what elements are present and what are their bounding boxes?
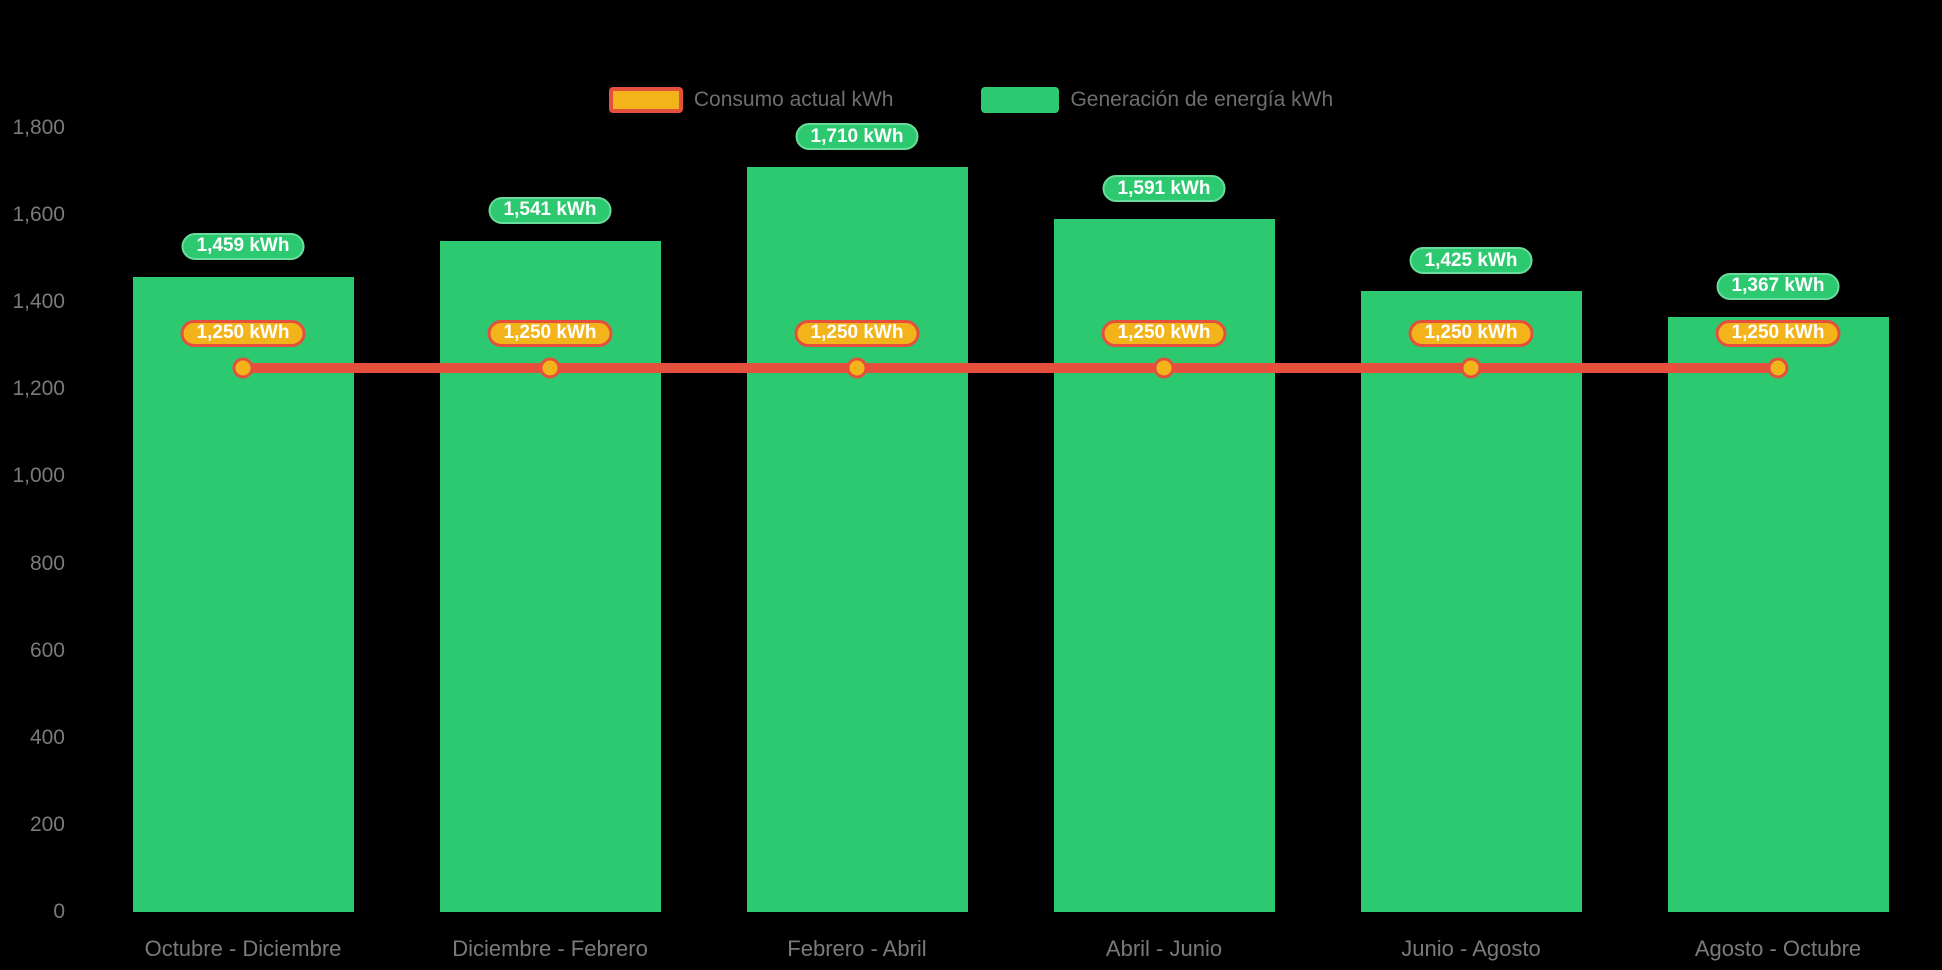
y-axis-tick-label: 600	[29, 638, 65, 662]
x-axis-category-label: Diciembre - Febrero	[452, 936, 648, 961]
generation-value-pill: 1,591 kWh	[1102, 175, 1226, 203]
y-axis-tick-label: 800	[29, 551, 65, 575]
consumption-point-marker[interactable]	[539, 357, 561, 379]
x-axis-category-label: Agosto - Octubre	[1694, 936, 1862, 961]
y-axis-tick-label: 200	[29, 812, 65, 836]
consumption-value-pill: 1,250 kWh	[1101, 319, 1227, 347]
generation-value-pill: 1,425 kWh	[1409, 247, 1533, 275]
y-axis-tick-label: 1,800	[12, 116, 65, 139]
consumption-value-pill: 1,250 kWh	[794, 319, 920, 347]
generation-bar[interactable]	[1360, 291, 1582, 912]
legend-item-generacion[interactable]: Generación de energía kWh	[981, 87, 1333, 113]
generation-value-pill: 1,710 kWh	[795, 123, 919, 151]
legend-label-consumo: Consumo actual kWh	[693, 88, 894, 111]
legend-item-consumo[interactable]: Consumo actual kWh	[608, 87, 894, 113]
consumption-point-marker[interactable]	[1767, 357, 1789, 379]
x-axis-category-label: Octubre - Diciembre	[144, 936, 342, 961]
legend-label-generacion: Generación de energía kWh	[1070, 88, 1334, 111]
consumption-value-pill: 1,250 kWh	[180, 319, 306, 347]
legend-swatch-generacion-icon	[981, 87, 1060, 113]
generation-value-pill: 1,459 kWh	[181, 232, 305, 260]
generation-bar[interactable]	[132, 276, 354, 912]
y-axis-tick-label: 1,600	[12, 203, 65, 227]
x-axis-category-label: Abril - Junio	[1105, 936, 1223, 961]
legend-swatch-consumo-icon	[608, 87, 683, 113]
generation-value-pill: 1,541 kWh	[488, 196, 612, 224]
consumption-point-marker[interactable]	[1460, 357, 1482, 379]
generation-bar[interactable]	[746, 167, 968, 912]
generation-bar[interactable]	[1667, 316, 1889, 912]
generation-bar[interactable]	[439, 240, 661, 912]
consumption-value-pill: 1,250 kWh	[487, 319, 613, 347]
consumption-point-marker[interactable]	[1153, 357, 1175, 379]
y-axis-tick-label: 400	[29, 725, 65, 749]
x-axis-category-label: Junio - Agosto	[1401, 936, 1541, 961]
legend: Consumo actual kWh Generación de energía…	[0, 87, 1942, 113]
y-axis: 1,800 1,600 1,400 1,200 1,000 800 600 400 200 0	[0, 0, 65, 970]
consumption-value-pill: 1,250 kWh	[1408, 319, 1534, 347]
consumption-point-marker[interactable]	[846, 357, 868, 379]
y-axis-tick-label: 1,000	[12, 464, 65, 488]
consumption-value-pill: 1,250 kWh	[1715, 319, 1841, 347]
x-axis-category-label: Febrero - Abril	[787, 936, 927, 961]
consumption-line[interactable]	[243, 362, 1778, 373]
generation-value-pill: 1,367 kWh	[1716, 272, 1840, 300]
y-axis-tick-label: 1,200	[12, 377, 65, 401]
consumption-point-marker[interactable]	[232, 357, 254, 379]
y-axis-tick-label: 0	[53, 900, 65, 923]
y-axis-tick-label: 1,400	[12, 290, 65, 314]
